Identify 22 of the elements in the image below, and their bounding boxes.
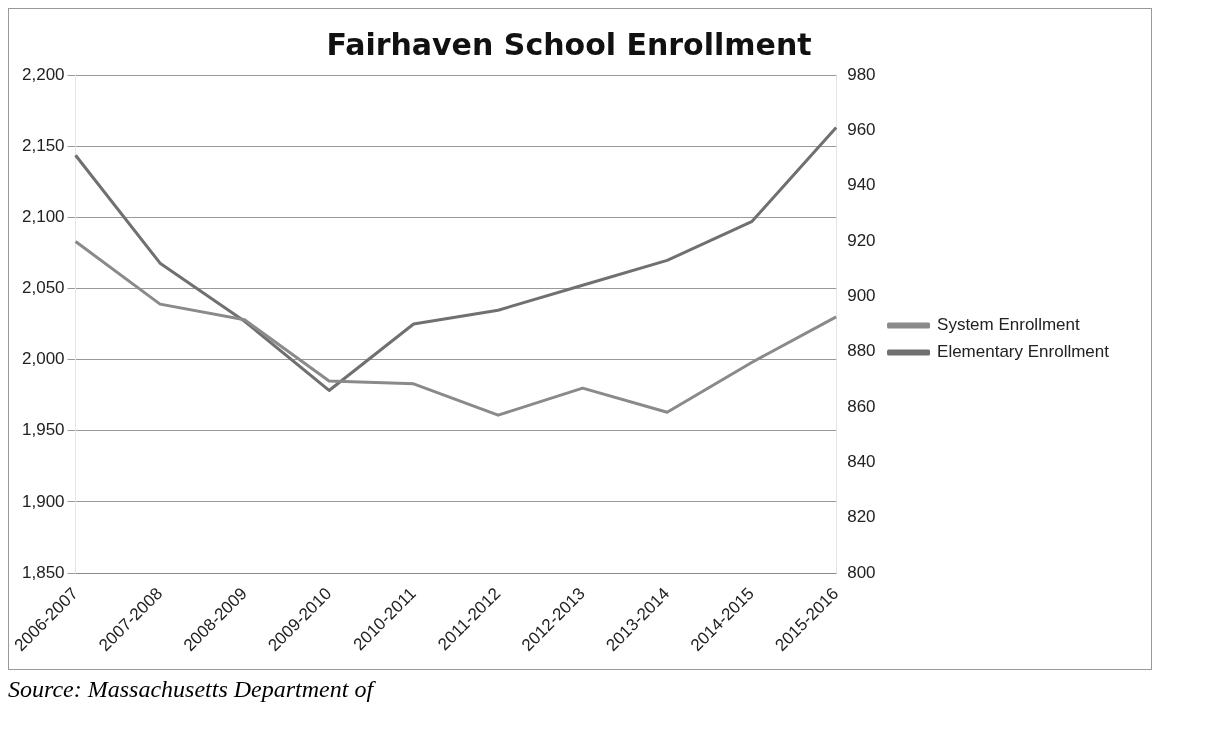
y2-tick-label: 840 bbox=[847, 452, 876, 472]
y2-tick-label: 900 bbox=[847, 286, 876, 306]
y-tick-label: 2,000 bbox=[21, 349, 65, 369]
chart-title: Fairhaven School Enrollment bbox=[326, 26, 812, 62]
y2-tick-label: 940 bbox=[847, 175, 876, 195]
y-tick-label: 1,900 bbox=[21, 491, 65, 511]
y2-tick-label: 980 bbox=[847, 64, 876, 84]
legend-label: Elementary Enrollment bbox=[937, 342, 1110, 362]
y-tick-label: 2,150 bbox=[21, 135, 65, 155]
y-tick-label: 1,950 bbox=[21, 420, 65, 440]
y2-tick-label: 860 bbox=[847, 396, 876, 416]
legend-label: System Enrollment bbox=[937, 315, 1080, 335]
y2-tick-label: 960 bbox=[847, 120, 876, 140]
y-tick-label: 2,100 bbox=[21, 207, 65, 226]
y2-tick-label: 800 bbox=[847, 562, 876, 582]
y-tick-label: 2,200 bbox=[21, 64, 65, 84]
y2-tick-label: 880 bbox=[847, 341, 876, 361]
y2-tick-label: 820 bbox=[847, 507, 876, 527]
y-tick-label: 1,850 bbox=[21, 562, 65, 582]
y2-tick-label: 920 bbox=[847, 230, 876, 250]
y-tick-label: 2,050 bbox=[21, 278, 65, 298]
source-note: Source: Massachusetts Department of bbox=[8, 676, 377, 703]
